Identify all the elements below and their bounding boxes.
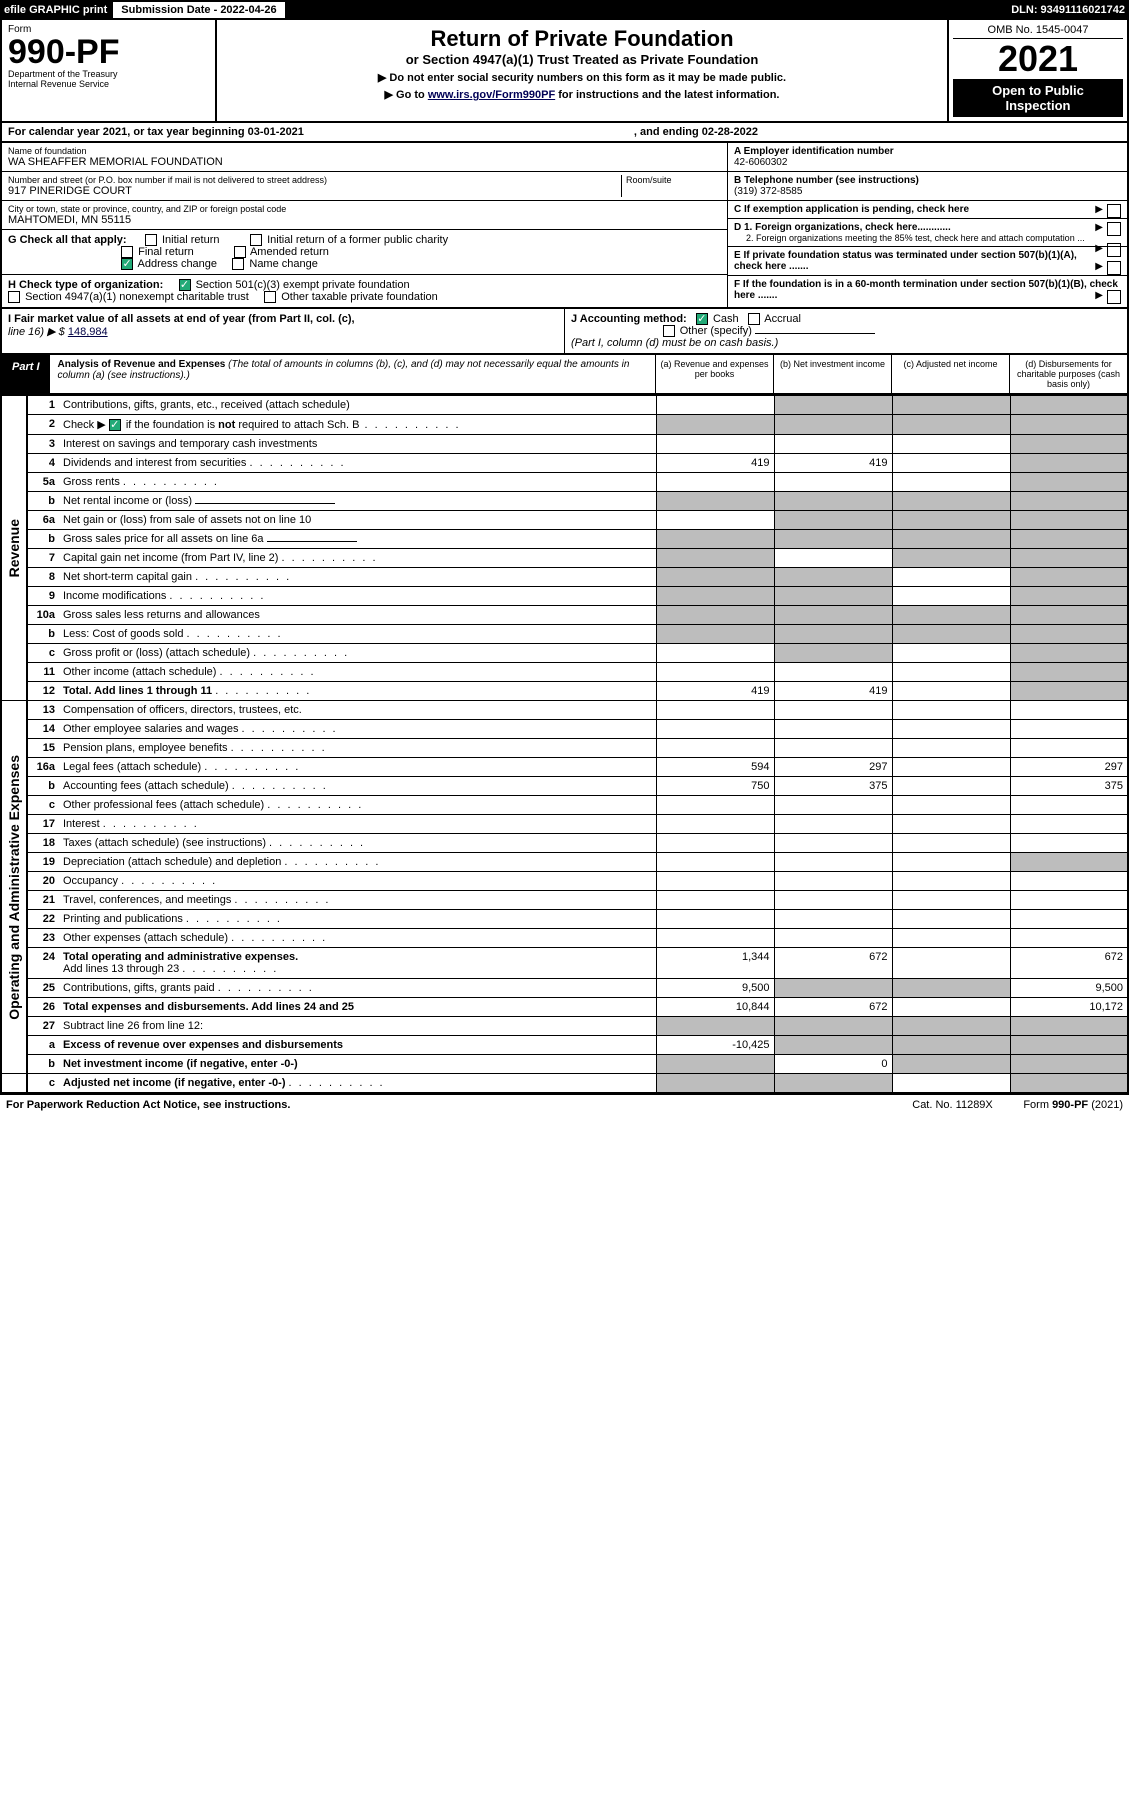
submission-date: Submission Date - 2022-04-26: [113, 2, 284, 18]
irs-link[interactable]: www.irs.gov/Form990PF: [428, 89, 555, 101]
h-4947-checkbox[interactable]: [8, 291, 20, 303]
footer-left: For Paperwork Reduction Act Notice, see …: [6, 1099, 290, 1111]
col-d: (d) Disbursements for charitable purpose…: [1009, 355, 1127, 393]
arrow-icon: ▶: [1095, 204, 1103, 215]
ein-label: A Employer identification number: [734, 146, 894, 157]
j-other-checkbox[interactable]: [663, 325, 675, 337]
form-number: 990-PF: [8, 35, 209, 69]
foundation-addr: 917 PINERIDGE COURT: [8, 185, 621, 197]
arrow-icon: ▶: [1095, 290, 1103, 301]
fmv-link[interactable]: 148,984: [68, 326, 108, 338]
expenses-label: Operating and Administrative Expenses: [6, 755, 22, 1020]
section-g: G Check all that apply: Initial return I…: [2, 230, 727, 275]
g-name-change-checkbox[interactable]: [232, 258, 244, 270]
d2-checkbox[interactable]: [1107, 243, 1121, 257]
city-label: City or town, state or province, country…: [8, 204, 721, 214]
j-cash-checkbox[interactable]: [696, 313, 708, 325]
h-501c3-checkbox[interactable]: [179, 279, 191, 291]
arrow-icon: ▶: [1095, 243, 1103, 254]
dept: Department of the Treasury: [8, 69, 209, 79]
h-other-checkbox[interactable]: [264, 291, 276, 303]
tax-year: 2021: [953, 39, 1123, 79]
analysis-table: Revenue 1Contributions, gifts, grants, e…: [0, 395, 1129, 1094]
part1-header: Part I Analysis of Revenue and Expenses …: [0, 355, 1129, 395]
open-to-public: Open to Public Inspection: [953, 79, 1123, 117]
e-label: E If private foundation status was termi…: [734, 250, 1077, 272]
d1-label: D 1. Foreign organizations, check here..…: [734, 222, 951, 233]
form-header: Form 990-PF Department of the Treasury I…: [0, 20, 1129, 123]
name-label: Name of foundation: [8, 146, 721, 156]
part1-title: Analysis of Revenue and Expenses: [58, 359, 226, 370]
part1-tab: Part I: [2, 355, 50, 393]
f-label: F If the foundation is in a 60-month ter…: [734, 279, 1118, 301]
ein: 42-6060302: [734, 157, 787, 168]
instr-1: ▶ Do not enter social security numbers o…: [227, 71, 937, 84]
col-a: (a) Revenue and expenses per books: [655, 355, 773, 393]
arrow-icon: ▶: [1095, 261, 1103, 272]
d1-checkbox[interactable]: [1107, 222, 1121, 236]
arrow-icon: ▶: [1095, 222, 1103, 233]
section-i-j: I Fair market value of all assets at end…: [0, 309, 1129, 355]
foundation-name: WA SHEAFFER MEMORIAL FOUNDATION: [8, 156, 721, 168]
room-label: Room/suite: [626, 175, 721, 185]
tel: (319) 372-8585: [734, 186, 802, 197]
revenue-label: Revenue: [6, 519, 22, 577]
tel-label: B Telephone number (see instructions): [734, 175, 919, 186]
g-amended-checkbox[interactable]: [234, 246, 246, 258]
top-bar: efile GRAPHIC print Submission Date - 20…: [0, 0, 1129, 20]
d2-label: 2. Foreign organizations meeting the 85%…: [734, 233, 1121, 243]
dln: DLN: 93491116021742: [1011, 4, 1125, 16]
calendar-year-line: For calendar year 2021, or tax year begi…: [0, 123, 1129, 143]
form-subtitle: or Section 4947(a)(1) Trust Treated as P…: [227, 52, 937, 67]
col-c: (c) Adjusted net income: [891, 355, 1009, 393]
form-ref: 990-PF: [1052, 1099, 1088, 1111]
page-footer: For Paperwork Reduction Act Notice, see …: [0, 1094, 1129, 1115]
efile-label: efile GRAPHIC print: [4, 4, 107, 16]
g-initial-return-checkbox[interactable]: [145, 234, 157, 246]
omb-number: OMB No. 1545-0047: [953, 24, 1123, 39]
c-checkbox[interactable]: [1107, 204, 1121, 218]
form-title: Return of Private Foundation: [227, 26, 937, 52]
g-address-change-checkbox[interactable]: [121, 258, 133, 270]
addr-label: Number and street (or P.O. box number if…: [8, 175, 621, 185]
irs: Internal Revenue Service: [8, 79, 209, 89]
schb-checkbox[interactable]: [109, 419, 121, 431]
g-final-return-checkbox[interactable]: [121, 246, 133, 258]
j-accrual-checkbox[interactable]: [748, 313, 760, 325]
section-h: H Check type of organization: Section 50…: [2, 275, 727, 307]
foundation-city: MAHTOMEDI, MN 55115: [8, 214, 721, 226]
instr-2: ▶ Go to www.irs.gov/Form990PF for instru…: [227, 88, 937, 101]
j-label: J Accounting method:: [571, 313, 687, 325]
c-label: C If exemption application is pending, c…: [734, 204, 969, 215]
col-b: (b) Net investment income: [773, 355, 891, 393]
g-initial-former-checkbox[interactable]: [250, 234, 262, 246]
foundation-info: Name of foundation WA SHEAFFER MEMORIAL …: [0, 143, 1129, 309]
j-note: (Part I, column (d) must be on cash basi…: [571, 337, 778, 349]
cat-no: Cat. No. 11289X: [912, 1099, 993, 1111]
f-checkbox[interactable]: [1107, 290, 1121, 304]
i-label: I Fair market value of all assets at end…: [8, 313, 355, 325]
e-checkbox[interactable]: [1107, 261, 1121, 275]
